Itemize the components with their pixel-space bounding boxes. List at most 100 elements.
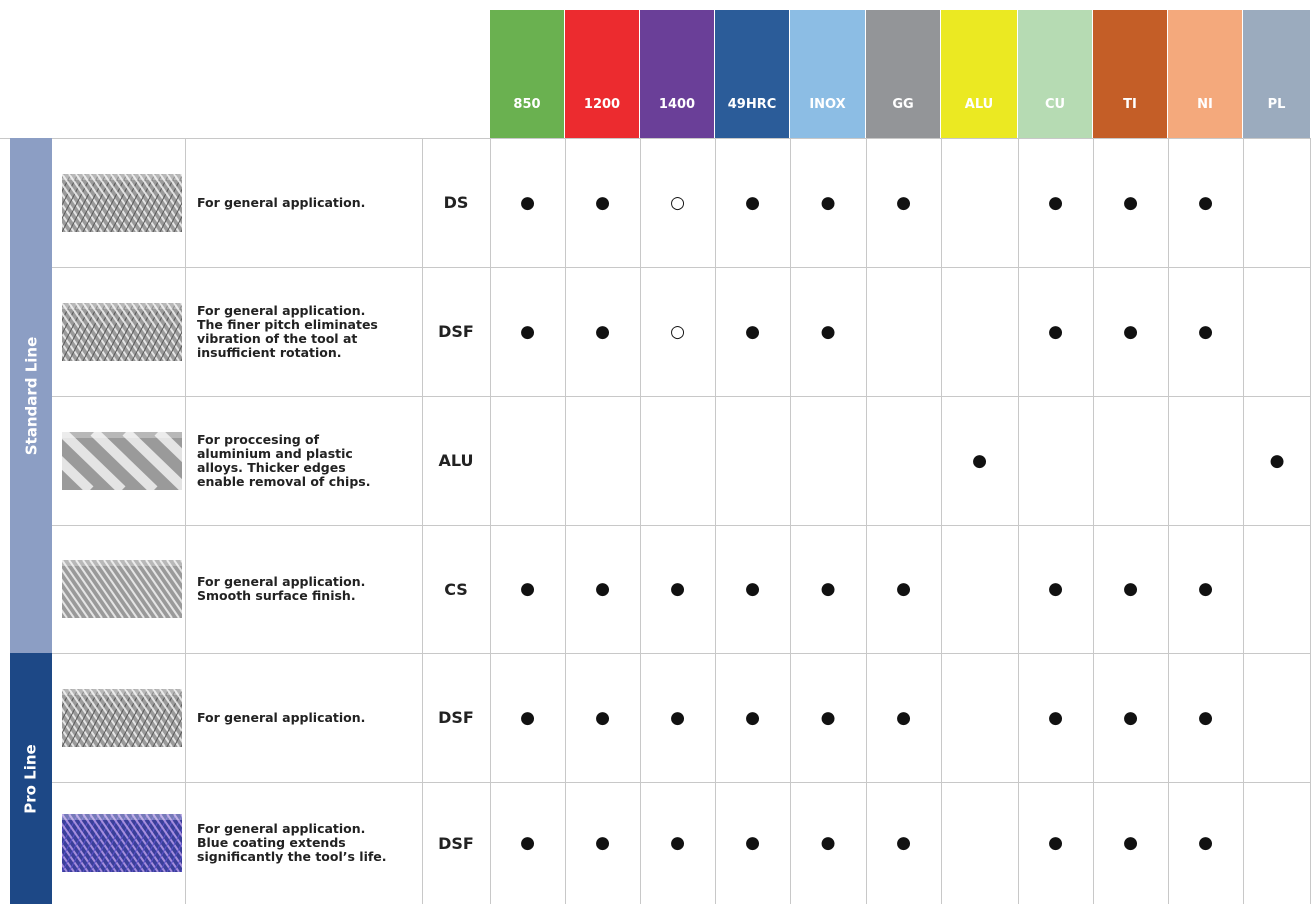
suitability-mark: ●	[866, 138, 941, 267]
column-header: GG	[866, 10, 940, 138]
column-header: 49HRC	[715, 10, 789, 138]
column-header: PL	[1243, 10, 1310, 138]
suitability-mark: ●	[715, 653, 790, 782]
suitability-mark: ●	[715, 782, 790, 904]
column-header: CU	[1018, 10, 1092, 138]
column-label: PL	[1268, 97, 1286, 112]
tool-image	[62, 432, 182, 490]
suitability-mark: ●	[1018, 267, 1093, 396]
suitability-mark: ●	[640, 525, 715, 653]
suitability-mark: ●	[565, 782, 640, 904]
suitability-mark: ○	[640, 267, 715, 396]
suitability-mark: ●	[565, 138, 640, 267]
suitability-mark: ●	[1093, 267, 1168, 396]
suitability-mark: ●	[790, 267, 866, 396]
column-label: 1400	[659, 97, 695, 112]
tool-image	[62, 174, 182, 232]
description: For general application.	[185, 653, 422, 782]
suitability-mark: ●	[866, 653, 941, 782]
suitability-mark: ●	[1018, 782, 1093, 904]
suitability-mark: ●	[715, 525, 790, 653]
column-label: ALU	[965, 97, 993, 112]
tool-code: DSF	[422, 653, 490, 782]
suitability-mark: ●	[1093, 653, 1168, 782]
suitability-mark: ●	[640, 653, 715, 782]
description-line: alloys. Thicker edges	[197, 461, 422, 475]
group-text: Standard Line	[22, 336, 40, 455]
tool-image	[62, 303, 182, 361]
column-rule	[1093, 138, 1094, 904]
column-rule	[1018, 138, 1019, 904]
column-rule	[1243, 138, 1244, 904]
column-label: 850	[513, 97, 540, 112]
column-rule	[185, 138, 186, 904]
suitability-mark: ●	[715, 138, 790, 267]
suitability-mark: ●	[866, 525, 941, 653]
suitability-mark: ●	[1018, 138, 1093, 267]
tool-code: CS	[422, 525, 490, 653]
column-rule	[941, 138, 942, 904]
column-label: NI	[1197, 97, 1213, 112]
description: For general application.The finer pitch …	[185, 267, 422, 396]
column-header: INOX	[790, 10, 865, 138]
suitability-mark: ●	[790, 525, 866, 653]
column-rule	[1168, 138, 1169, 904]
description-line: Blue coating extends	[197, 836, 422, 850]
description-line: Smooth surface finish.	[197, 589, 422, 603]
suitability-mark: ●	[1168, 138, 1243, 267]
column-rule	[715, 138, 716, 904]
column-header: ALU	[941, 10, 1017, 138]
description-line: For proccesing of	[197, 433, 422, 447]
suitability-mark: ●	[490, 267, 565, 396]
description-line: For general application.	[197, 575, 422, 589]
tool-code: DSF	[422, 267, 490, 396]
suitability-mark: ●	[1168, 782, 1243, 904]
suitability-mark: ●	[1018, 525, 1093, 653]
suitability-mark: ●	[565, 267, 640, 396]
suitability-mark: ●	[1093, 138, 1168, 267]
suitability-mark: ●	[1243, 396, 1311, 525]
description-line: For general application.	[197, 196, 422, 210]
description-line: vibration of the tool at	[197, 332, 422, 346]
column-label: 1200	[584, 97, 620, 112]
suitability-mark: ●	[941, 396, 1018, 525]
column-header: 850	[490, 10, 564, 138]
description-line: significantly the tool’s life.	[197, 850, 422, 864]
column-header: 1400	[640, 10, 714, 138]
column-rule	[866, 138, 867, 904]
group-text: Pro Line	[22, 744, 40, 813]
column-label: GG	[892, 97, 913, 112]
suitability-mark: ●	[790, 653, 866, 782]
suitability-mark: ●	[715, 267, 790, 396]
suitability-mark: ●	[790, 138, 866, 267]
description-line: aluminium and plastic	[197, 447, 422, 461]
column-header: NI	[1168, 10, 1242, 138]
tool-code: DSF	[422, 782, 490, 904]
column-label: INOX	[809, 97, 845, 112]
tool-code: ALU	[422, 396, 490, 525]
suitability-mark: ●	[1093, 525, 1168, 653]
suitability-mark: ●	[1093, 782, 1168, 904]
group-label: Pro Line	[10, 653, 52, 904]
column-rule	[640, 138, 641, 904]
column-label: CU	[1045, 97, 1065, 112]
column-label: TI	[1123, 97, 1137, 112]
page: {"header": {"columns": [ {"label": "850"…	[0, 0, 1311, 904]
tool-image	[62, 560, 182, 618]
column-header: 1200	[565, 10, 639, 138]
suitability-mark: ●	[565, 653, 640, 782]
suitability-mark: ●	[1018, 653, 1093, 782]
tool-image	[62, 689, 182, 747]
suitability-mark: ●	[640, 782, 715, 904]
description-line: For general application.	[197, 304, 422, 318]
description-line: enable removal of chips.	[197, 475, 422, 489]
table: 850 1200 1400 49HRC INOX GG ALU CU TI NI PL Standar…	[0, 0, 1311, 904]
column-label: 49HRC	[728, 97, 777, 112]
tool-image	[62, 814, 182, 872]
description-line: The finer pitch eliminates	[197, 318, 422, 332]
description-line: For general application.	[197, 822, 422, 836]
suitability-mark: ●	[1168, 525, 1243, 653]
suitability-mark: ○	[640, 138, 715, 267]
suitability-mark: ●	[790, 782, 866, 904]
